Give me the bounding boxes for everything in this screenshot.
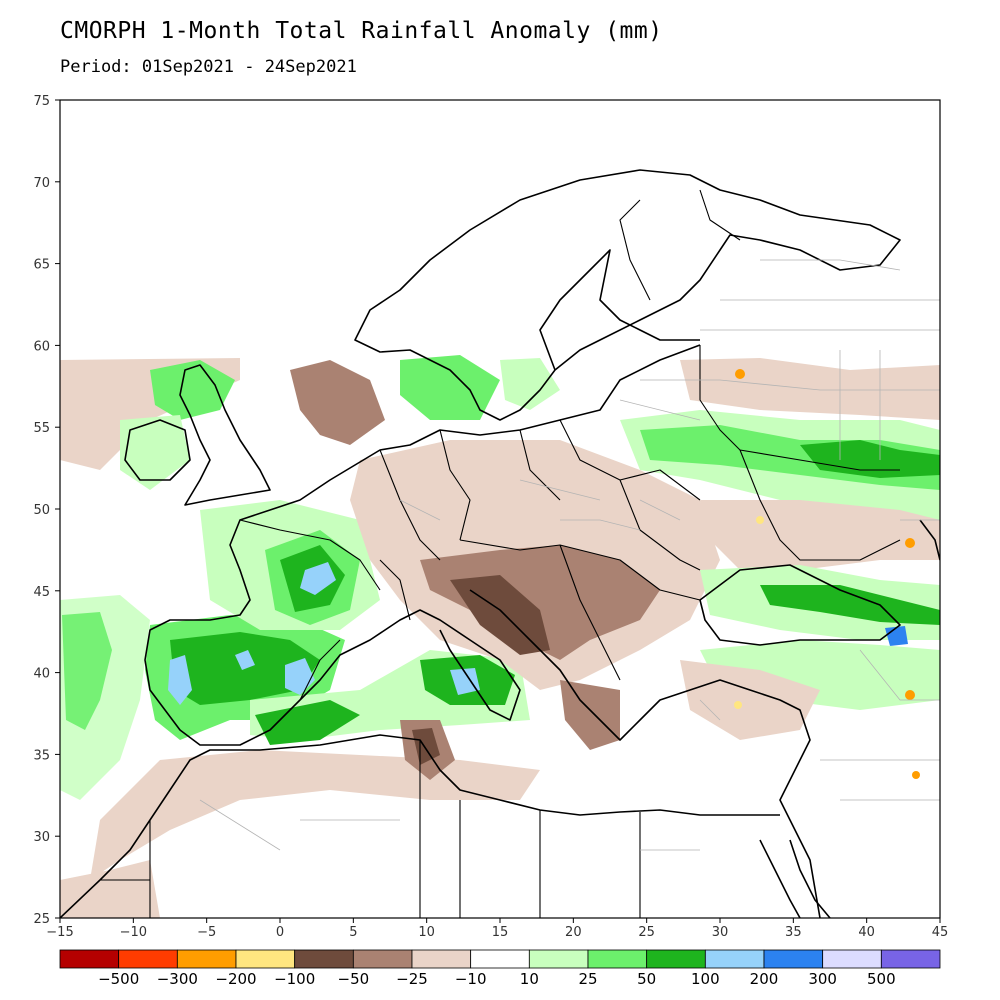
lat-tick-label: 70 xyxy=(33,176,50,191)
lon-tick-label: 40 xyxy=(858,925,875,940)
colorbar-swatch xyxy=(880,949,941,969)
colorbar-swatch xyxy=(646,949,706,969)
lon-tick-label: 10 xyxy=(418,925,435,940)
lat-tick-label: 35 xyxy=(33,748,50,763)
anomaly-patch xyxy=(560,680,620,750)
coastline-adriatic-balkans xyxy=(469,589,821,918)
lat-tick-label: 55 xyxy=(33,421,50,436)
colorbar-label: −10 xyxy=(455,970,487,988)
anomaly-patch xyxy=(412,728,440,765)
lon-tick-label: 5 xyxy=(349,925,357,940)
anomaly-patch xyxy=(60,860,160,918)
anomaly-patch xyxy=(800,440,940,478)
lon-tick-label: 0 xyxy=(276,925,284,940)
colorbar-swatch xyxy=(704,949,765,969)
colorbar-swatch xyxy=(59,949,120,969)
coastline-great-britain xyxy=(179,364,271,506)
anomaly-patch xyxy=(150,360,235,420)
colorbar-swatch xyxy=(118,949,178,969)
lat-tick-label: 75 xyxy=(33,94,50,109)
colorbar-label: 50 xyxy=(637,970,656,988)
anomaly-spot xyxy=(912,771,920,779)
coastline-caspian xyxy=(919,519,940,561)
map-period: Period: 01Sep2021 - 24Sep2021 xyxy=(60,57,357,77)
anomaly-patch xyxy=(168,655,192,705)
lat-tick-label: 65 xyxy=(33,258,50,273)
country-borders xyxy=(100,189,901,918)
anomaly-spot xyxy=(756,516,764,524)
lat-tick-label: 40 xyxy=(33,667,50,682)
map-axes: −15 −10 −5 0 5 10 15 20 25 30 35 40 45 25 30 35 40 45 50 55… xyxy=(33,94,948,940)
anomaly-spot xyxy=(735,369,745,379)
anomaly-patch xyxy=(885,626,908,646)
colorbar: −500 −300 −200 −100 −50 −25 −10 10 25 50 100 200 300… xyxy=(59,949,941,988)
admin-borders xyxy=(199,259,940,851)
colorbar-label: −200 xyxy=(215,970,256,988)
colorbar-swatch xyxy=(294,949,354,969)
coastline-ireland xyxy=(124,419,191,481)
anomaly-patch xyxy=(90,750,540,880)
lon-tick-label: 45 xyxy=(932,925,949,940)
anomaly-patch xyxy=(300,562,336,595)
anomaly-patch xyxy=(235,650,255,670)
colorbar-swatch xyxy=(763,949,824,969)
anomaly-patch xyxy=(760,585,940,625)
colorbar-swatch xyxy=(587,949,648,969)
colorbar-label: 10 xyxy=(520,970,539,988)
lon-tick-label: 25 xyxy=(638,925,655,940)
anomaly-patch xyxy=(62,612,112,730)
anomaly-patch xyxy=(255,700,360,745)
lon-tick-label: −5 xyxy=(197,925,216,940)
colorbar-label: −100 xyxy=(274,970,315,988)
colorbar-label: −500 xyxy=(98,970,139,988)
lat-tick-label: 30 xyxy=(33,830,50,845)
lat-tick-label: 45 xyxy=(33,585,50,600)
coastline-gulf-bothnia xyxy=(539,249,700,371)
coastline-red-sea xyxy=(759,839,831,918)
colorbar-label: 25 xyxy=(578,970,597,988)
anomaly-patch xyxy=(500,358,560,410)
admin-boundaries xyxy=(199,259,940,851)
colorbar-label: 200 xyxy=(750,970,779,988)
anomaly-patch xyxy=(120,415,190,490)
colorbar-swatch xyxy=(176,949,237,969)
colorbar-swatch xyxy=(352,949,413,969)
map-title: CMORPH 1-Month Total Rainfall Anomaly (m… xyxy=(60,18,663,44)
lon-tick-label: 20 xyxy=(565,925,582,940)
anomaly-spot xyxy=(905,690,915,700)
coastlines xyxy=(60,169,940,918)
colorbar-label: −50 xyxy=(338,970,370,988)
colorbar-label: −300 xyxy=(157,970,198,988)
anomaly-shading xyxy=(60,355,940,918)
anomaly-patch xyxy=(400,355,500,420)
anomaly-spot xyxy=(905,538,915,548)
lon-tick-label: 15 xyxy=(492,925,509,940)
anomaly-patch xyxy=(680,660,820,740)
colorbar-swatch xyxy=(411,949,472,969)
anomaly-patch xyxy=(420,545,660,660)
colorbar-label: 500 xyxy=(867,970,896,988)
lon-tick-label: 35 xyxy=(785,925,802,940)
colorbar-label: −25 xyxy=(396,970,428,988)
lon-tick-label: −10 xyxy=(120,925,147,940)
colorbar-swatch xyxy=(528,949,589,969)
colorbar-swatch xyxy=(235,949,296,969)
anomaly-spot xyxy=(734,701,742,709)
lat-tick-label: 25 xyxy=(33,912,50,927)
coastline-black-sea xyxy=(699,564,901,646)
colorbar-label: 100 xyxy=(691,970,720,988)
colorbar-swatch xyxy=(470,949,530,969)
lon-tick-label: −15 xyxy=(46,925,73,940)
coastline-scandinavia xyxy=(354,169,901,421)
lat-tick-label: 50 xyxy=(33,503,50,518)
lat-tick-label: 60 xyxy=(33,339,50,354)
anomaly-patch xyxy=(290,360,385,445)
colorbar-swatch xyxy=(822,949,882,969)
coastline-continent xyxy=(144,344,701,746)
lon-tick-label: 30 xyxy=(712,925,729,940)
anomaly-patch xyxy=(450,668,480,695)
colorbar-label: 300 xyxy=(808,970,837,988)
